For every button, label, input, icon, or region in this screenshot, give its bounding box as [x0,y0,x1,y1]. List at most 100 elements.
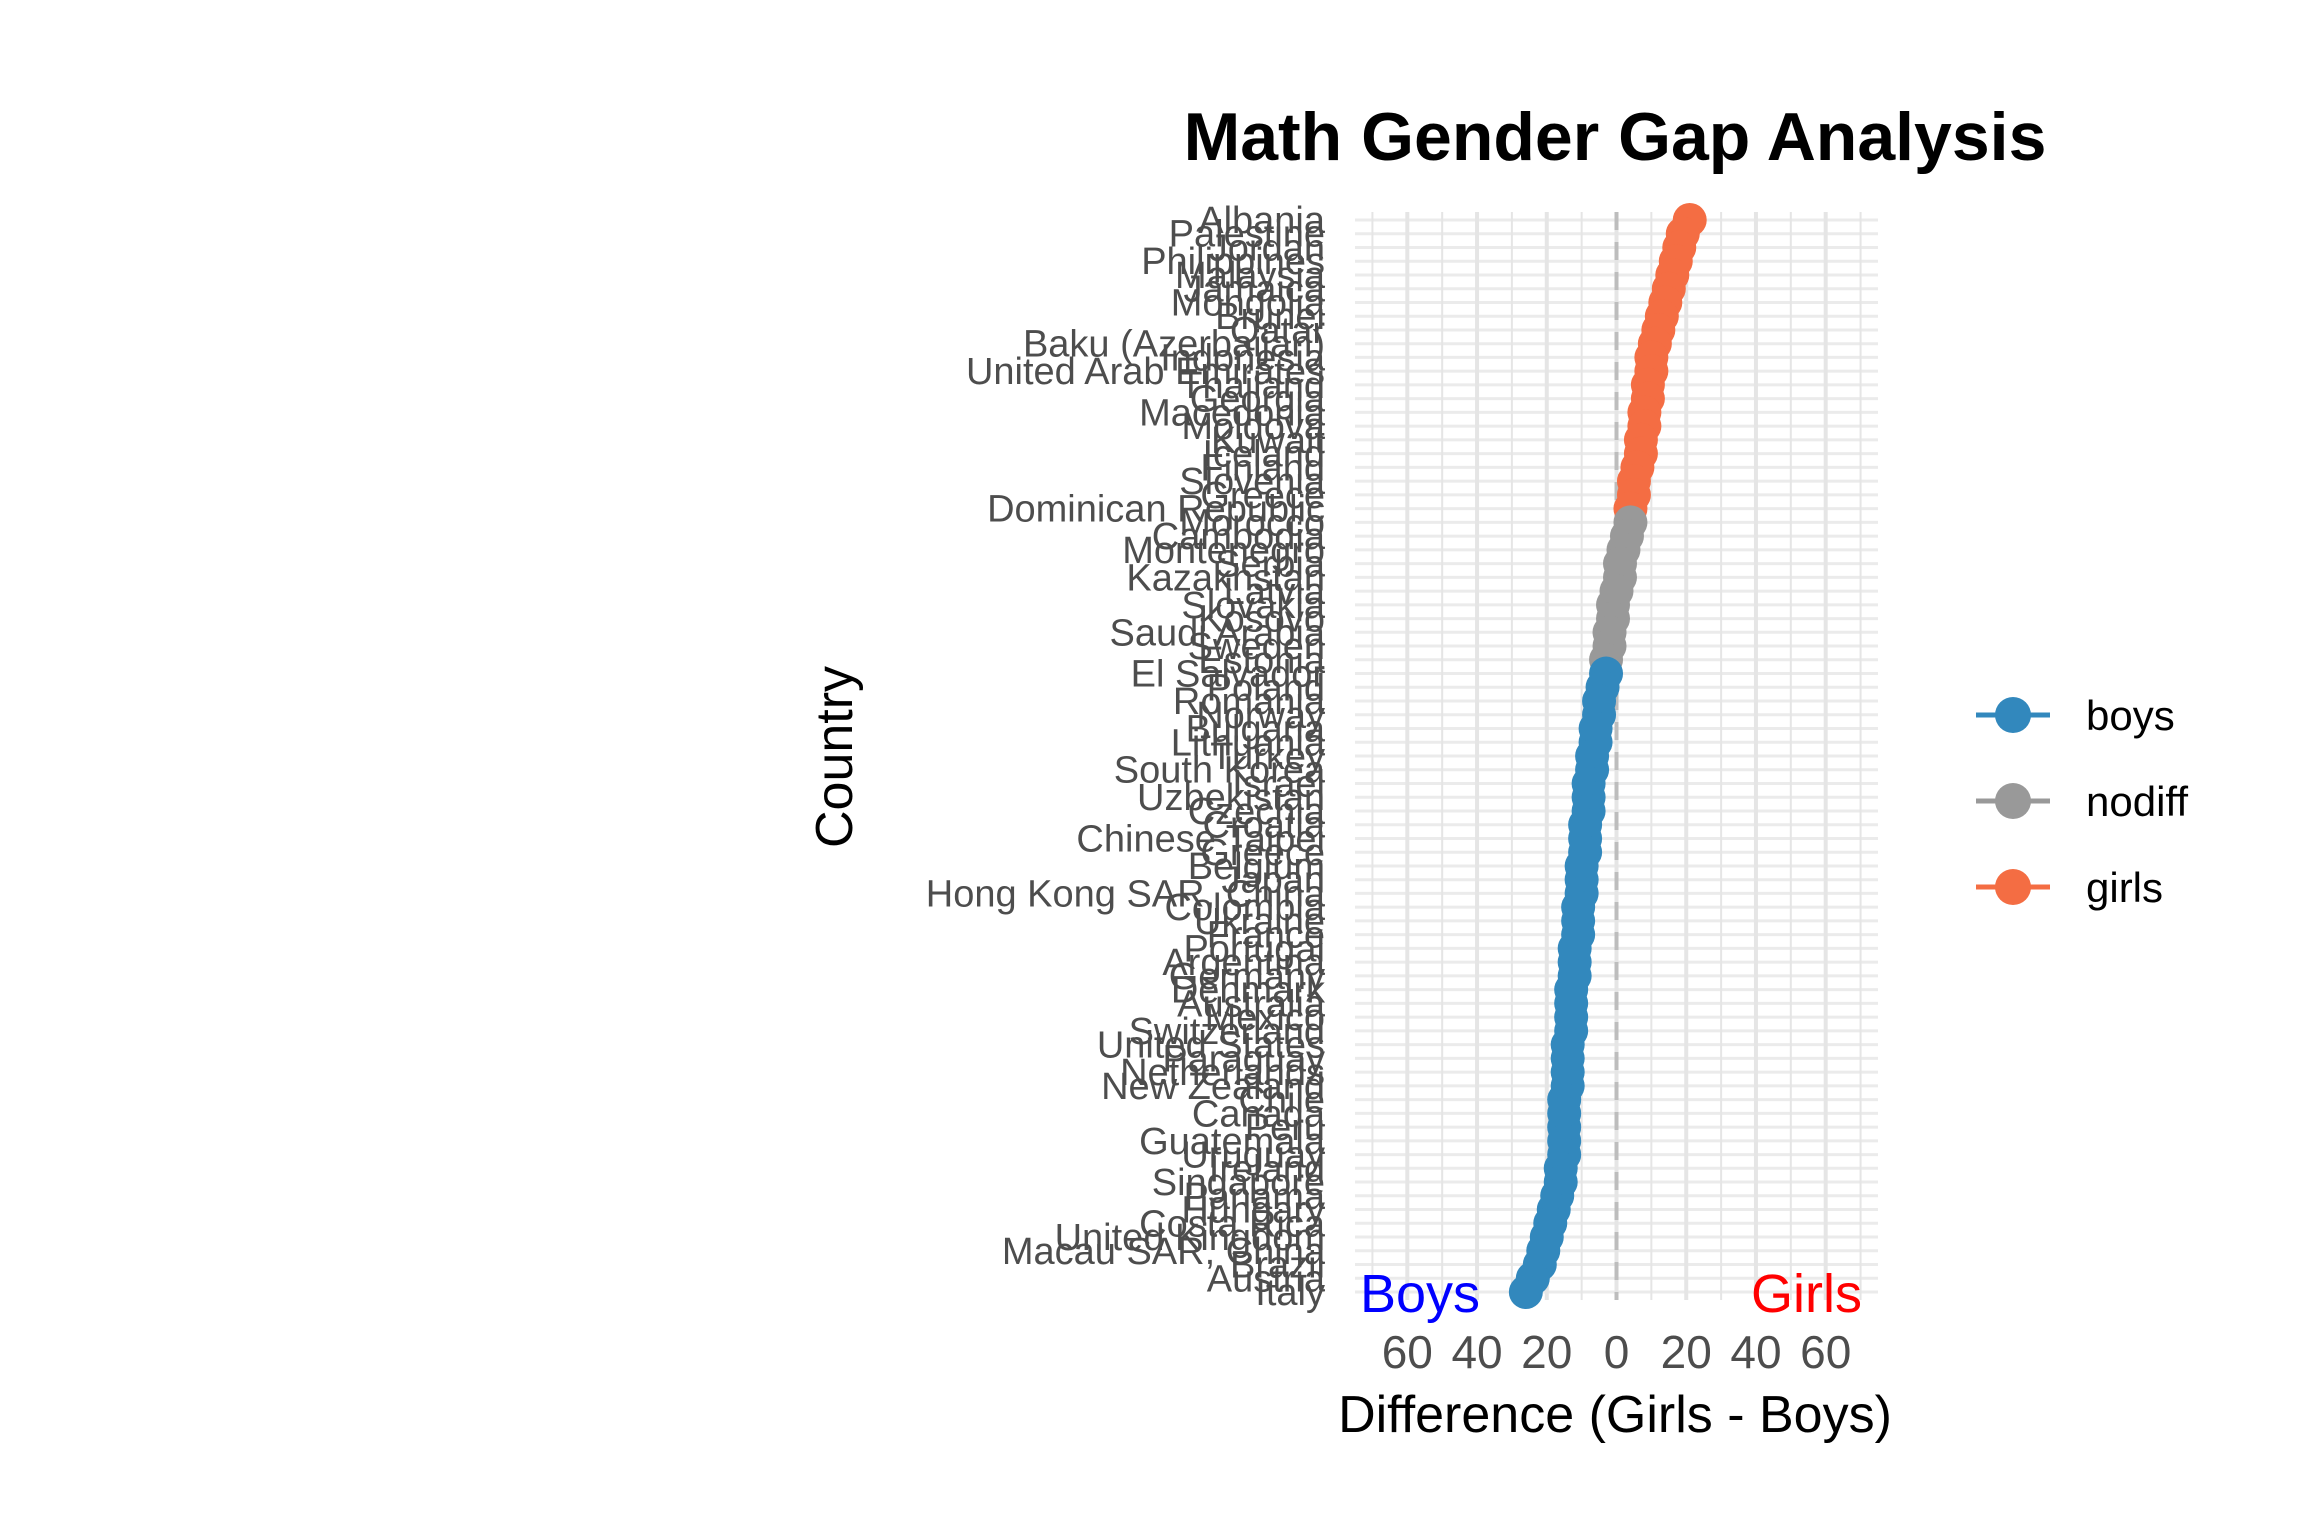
x-tick-labels: 60 40 20 0 20 40 60 [1382,1326,1852,1378]
y-tick-label: Brazil [1230,1245,1325,1287]
x-tick-label: 60 [1382,1326,1433,1378]
y-tick-label: Greece [1200,475,1325,517]
y-tick-label: Macedonia [1139,392,1326,434]
y-tick-label: United States [1097,1025,1325,1067]
x-tick-label: 20 [1521,1326,1572,1378]
x-tick-label: 0 [1604,1326,1630,1378]
y-tick-label: South Korea [1114,750,1326,792]
y-tick-label: Croatia [1203,805,1326,847]
legend-label-boys: boys [2086,692,2175,739]
y-tick-label: Singapore [1152,1162,1325,1204]
y-tick-label: Mongolia [1171,282,1326,324]
y-tick-label: Australia [1177,983,1326,1025]
y-tick-label: Morocco [1179,502,1325,544]
x-tick-label: 40 [1730,1326,1781,1378]
y-tick-label: Dominican Republic [987,489,1325,531]
y-tick-label: Philippines [1141,241,1325,283]
y-tick-label: Moldova [1181,406,1325,448]
y-tick-label: Denmark [1171,970,1326,1012]
y-tick-label: New Zealand [1101,1066,1325,1108]
y-tick-label: Albania [1198,200,1326,242]
y-tick-label: France [1207,915,1325,957]
y-tick-label: Montenegro [1122,530,1325,572]
y-tick-label: Argentina [1162,942,1326,984]
y-tick-label: Slovakia [1181,585,1325,627]
y-tick-label: Ireland [1209,1148,1325,1190]
y-tick-label: Austria [1207,1258,1326,1300]
y-tick-label: Chile [1238,1080,1325,1122]
y-tick-label: United Arab Emirates [966,351,1325,393]
y-tick-label: Hungary [1181,1190,1325,1232]
y-tick-label: Guatemala [1139,1121,1326,1163]
y-tick-label: Italy [1255,1272,1325,1314]
boys-corner-label: Boys [1360,1264,1480,1324]
y-tick-label: Cambodia [1152,516,1326,558]
legend-label-girls: girls [2086,864,2163,911]
legend-label-nodiff: nodiff [2086,778,2188,825]
y-tick-label: Estonia [1198,640,1326,682]
girls-corner-label: Girls [1751,1264,1862,1324]
y-tick-label: Colombia [1164,887,1325,929]
y-tick-label: Kosovo [1198,599,1325,641]
y-tick-label: Georgia [1190,379,1326,421]
y-tick-label: Germany [1169,956,1325,998]
data-points [1508,203,1707,1309]
legend: boys nodiff girls [1976,692,2188,911]
chart-title: Math Gender Gap Analysis [1184,99,2047,175]
y-tick-label: Uzbekistan [1137,777,1325,819]
legend-key-girls [1995,869,2031,905]
y-tick-label: United Kingdom [1055,1217,1325,1259]
y-tick-label: Netherlands [1120,1052,1325,1094]
y-tick-label: Uruguay [1181,1135,1325,1177]
y-tick-label: Jamaica [1184,269,1326,311]
y-tick-label: Czechia [1188,791,1326,833]
y-tick-label: Indonesia [1160,337,1326,379]
y-tick-label: Canada [1192,1093,1326,1135]
legend-key-nodiff [1995,783,2031,819]
y-tick-label: Chinese Taipei [1076,818,1325,860]
x-tick-label: 40 [1451,1326,1502,1378]
y-tick-label: Serbia [1215,544,1326,586]
y-tick-label: Thailand [1179,365,1325,407]
y-tick-label: Latvia [1224,571,1326,613]
y-tick-label: Kazakhstan [1126,557,1325,599]
y-tick-label: Palestine [1169,214,1325,256]
y-tick-label: Qatar [1230,310,1325,352]
y-tick-label: Panama [1183,1176,1325,1218]
y-tick-label: Jordan [1209,227,1325,269]
y-tick-label: El Salvador [1131,654,1326,696]
data-point [1508,1275,1543,1309]
y-tick-label: Paraguay [1162,1038,1325,1080]
y-tick-label: Israel [1232,763,1325,805]
y-tick-label: Norway [1196,695,1325,737]
y-tick-label: Japan [1221,860,1325,902]
y-tick-label: Baku (Azerbaijan) [1023,324,1325,366]
y-tick-label: Ukraine [1194,901,1325,943]
y-tick-label: Lithuania [1171,722,1326,764]
y-tick-label: Switzerland [1129,1011,1325,1053]
y-tick-label: Bulgaria [1186,709,1326,751]
y-tick-label: Romania [1173,681,1326,723]
y-tick-label: Hong Kong SAR, China [926,873,1326,915]
legend-key-boys [1995,697,2031,733]
x-tick-label: 20 [1661,1326,1712,1378]
y-tick-label: Belgium [1188,846,1325,888]
y-tick-label: Saudi Arabia [1110,612,1326,654]
y-tick-label: Iceland [1202,434,1325,476]
y-tick-label: Finland [1200,447,1325,489]
y-tick-label: Macau SAR, China [1002,1231,1326,1273]
y-tick-label: Brunei [1215,296,1325,338]
y-tick-label: Greece [1200,832,1325,874]
y-tick-label: Sweden [1188,626,1325,668]
y-tick-label: Poland [1207,667,1325,709]
y-tick-label: Slovenia [1179,461,1326,503]
y-axis-title: Country [806,666,864,848]
x-tick-label: 60 [1800,1326,1851,1378]
x-axis-title: Difference (Girls - Boys) [1338,1386,1892,1444]
y-tick-label: Portugal [1183,928,1325,970]
y-tick-label: Kuwait [1211,420,1325,462]
y-tick-label: Peru [1245,1107,1325,1149]
y-tick-label: Turkey [1210,736,1325,778]
y-tick-label: Mexico [1205,997,1325,1039]
